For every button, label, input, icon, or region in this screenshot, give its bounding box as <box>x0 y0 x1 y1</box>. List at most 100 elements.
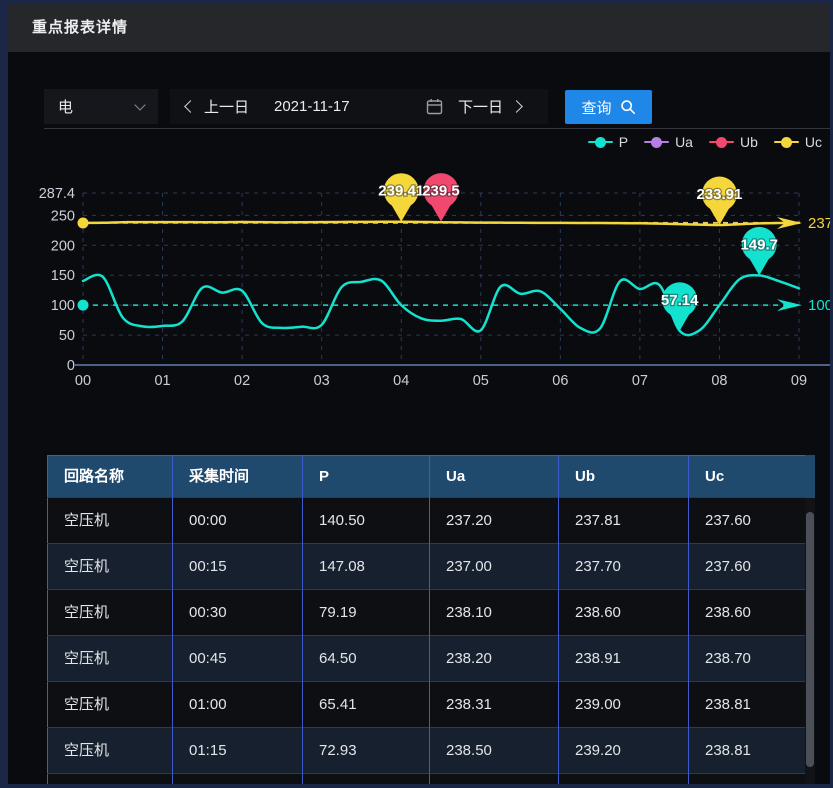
table-cell: 238.31 <box>429 681 559 728</box>
table-cell: 238.60 <box>688 589 806 636</box>
y-axis-tick: 150 <box>51 268 75 284</box>
markpoint-label: 233.91 <box>696 186 742 203</box>
legend-item-P[interactable]: P <box>587 134 628 150</box>
chevron-left-icon <box>184 100 197 113</box>
scrollbar-header-cap <box>805 455 815 498</box>
x-axis-tick: 03 <box>314 373 330 389</box>
report-table: 回路名称 采集时间 P Ua Ub Uc 空压机 00:00 140.50 237.20 237.… <box>47 455 806 784</box>
chevron-down-icon <box>134 98 146 111</box>
legend-item-Ua[interactable]: Ua <box>644 134 693 150</box>
table-cell: 238.60 <box>558 589 689 636</box>
table-cell: 01:00 <box>172 681 303 728</box>
x-axis-tick: 04 <box>393 373 409 389</box>
legend-item-Uc[interactable]: Uc <box>773 134 822 150</box>
y-axis-tick: 100 <box>51 298 75 314</box>
legend-marker-icon <box>708 136 734 148</box>
x-axis-tick: 07 <box>632 373 648 389</box>
table-row: 空压机 00:00 140.50 237.20 237.81 237.60 <box>47 497 806 544</box>
column-header-回路名称: 回路名称 <box>47 455 173 498</box>
table-cell: 140.50 <box>302 497 430 544</box>
y-axis-tick: 200 <box>51 238 75 254</box>
markline-label: 237 <box>808 215 830 232</box>
table-scrollbar <box>805 455 815 784</box>
markline-start-dot <box>77 299 89 311</box>
report-table-wrapper: 回路名称 采集时间 P Ua Ub Uc 空压机 00:00 140.50 237.20 237.… <box>47 455 815 784</box>
markline-arrow-icon <box>777 299 802 312</box>
column-header-采集时间: 采集时间 <box>172 455 303 498</box>
table-cell: 238.81 <box>688 681 806 728</box>
column-header-P: P <box>302 455 430 498</box>
title-bar: 重点报表详情 <box>8 4 830 52</box>
table-cell: 72.93 <box>302 727 430 774</box>
x-axis-tick: 05 <box>473 373 489 389</box>
legend-marker-icon <box>773 136 799 148</box>
table-cell: 238.81 <box>688 727 806 774</box>
table-cell: 238.70 <box>688 635 806 682</box>
chart-legend: P Ua Ub Uc <box>587 134 822 150</box>
markpoint-label: 239.41 <box>378 183 424 200</box>
x-axis-tick: 09 <box>791 373 807 389</box>
x-axis-tick: 08 <box>711 373 727 389</box>
legend-item-Ub[interactable]: Ub <box>708 134 758 150</box>
table-cell: 65.41 <box>302 681 430 728</box>
query-button-label: 查询 <box>581 99 612 117</box>
column-header-Ua: Ua <box>429 455 559 498</box>
table-cell: 空压机 <box>47 635 173 682</box>
table-row: 空压机 01:00 65.41 238.31 239.00 238.81 <box>47 681 806 728</box>
scrollbar-thumb[interactable] <box>806 512 814 767</box>
table-cell: 00:15 <box>172 543 303 590</box>
legend-label: Ua <box>675 134 693 150</box>
table-cell: 01:15 <box>172 727 303 774</box>
series-line-Uc <box>81 220 801 227</box>
date-input[interactable]: 2021-11-17 <box>274 89 350 124</box>
toolbar-divider <box>44 128 830 129</box>
circuit-type-select[interactable]: 电 <box>44 89 158 124</box>
markpoint-label: 149.7 <box>740 236 778 253</box>
column-header-Ub: Ub <box>558 455 689 498</box>
markpoint-pin-Ub: 239.5 <box>421 173 461 222</box>
table-header-row: 回路名称 采集时间 P Ua Ub Uc <box>47 455 806 498</box>
table-cell: 空压机 <box>47 543 173 590</box>
table-cell: 237.20 <box>429 497 559 544</box>
x-axis-tick: 06 <box>552 373 568 389</box>
date-nav-group: 上一日 2021-11-17 下一日 <box>170 89 548 124</box>
table-cell: 237.70 <box>558 543 689 590</box>
y-axis-tick: 287.4 <box>39 186 75 202</box>
query-button[interactable]: 查询 <box>565 90 652 124</box>
prev-day-button[interactable]: 上一日 <box>184 89 250 124</box>
next-day-label: 下一日 <box>458 99 504 116</box>
column-header-Uc: Uc <box>688 455 806 498</box>
markpoint-pin-Uc: 233.91 <box>695 176 744 226</box>
next-day-button[interactable]: 下一日 <box>458 89 523 124</box>
table-row-partial <box>47 773 806 784</box>
chevron-right-icon <box>510 100 523 113</box>
table-cell: 空压机 <box>47 727 173 774</box>
x-axis-tick: 00 <box>75 373 91 389</box>
markpoint-pin-P: 57.14 <box>660 282 700 331</box>
markline-arrow-icon <box>777 217 802 230</box>
table-cell: 237.00 <box>429 543 559 590</box>
date-value: 2021-11-17 <box>274 98 350 115</box>
legend-marker-icon <box>644 136 670 148</box>
x-axis-tick: 02 <box>234 373 250 389</box>
table-cell: 147.08 <box>302 543 430 590</box>
report-panel: 重点报表详情 电 上一日 2021-11-17 下一日 查询 <box>8 4 830 784</box>
legend-marker-icon <box>587 136 613 148</box>
legend-label: Uc <box>804 134 822 150</box>
table-cell: 64.50 <box>302 635 430 682</box>
table-cell: 空压机 <box>47 589 173 636</box>
table-cell: 空压机 <box>47 497 173 544</box>
table-cell: 238.91 <box>558 635 689 682</box>
table-row: 空压机 00:45 64.50 238.20 238.91 238.70 <box>47 635 806 682</box>
prev-day-label: 上一日 <box>204 99 250 116</box>
markpoint-label: 57.14 <box>661 292 699 309</box>
circuit-type-value: 电 <box>58 99 74 116</box>
search-icon <box>620 100 635 115</box>
calendar-icon[interactable] <box>426 98 443 120</box>
table-cell: 空压机 <box>47 681 173 728</box>
table-cell: 239.20 <box>558 727 689 774</box>
markline-label: 100 <box>808 297 830 314</box>
table-cell: 00:30 <box>172 589 303 636</box>
table-cell: 239.00 <box>558 681 689 728</box>
table-cell: 238.20 <box>429 635 559 682</box>
